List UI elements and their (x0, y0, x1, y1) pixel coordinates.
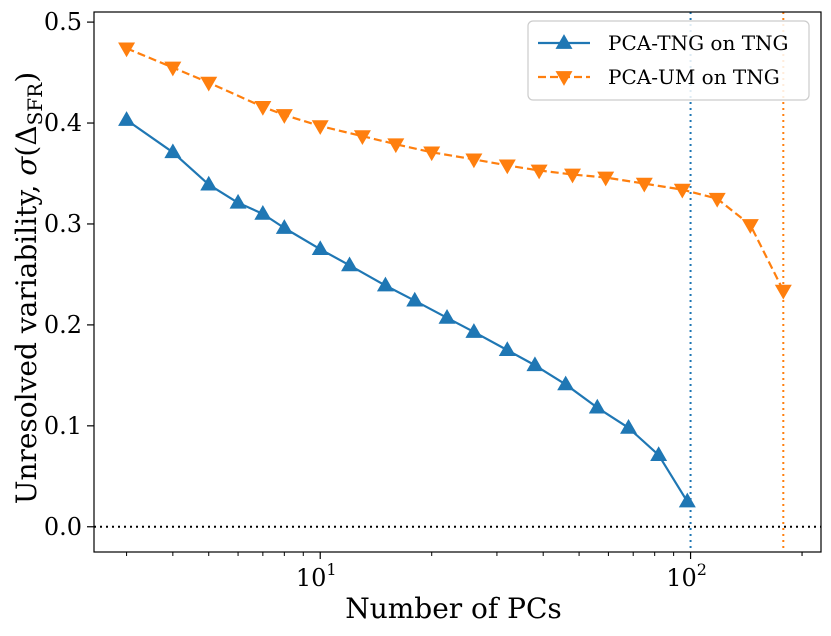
data-point-marker (254, 101, 272, 116)
legend-marker (555, 71, 573, 86)
data-point-marker (498, 159, 516, 175)
y-axis-label-text: Unresolved variability, (10, 176, 43, 504)
data-point-marker (557, 375, 575, 391)
y-axis-label-close: ) (10, 72, 43, 83)
data-point-marker (254, 205, 272, 220)
y-tick-label: 0.3 (44, 210, 82, 238)
y-axis-label-sigma: σ (10, 156, 43, 176)
data-point-marker (673, 183, 691, 199)
x-tick-label-exponent: 1 (326, 560, 336, 579)
data-point-marker (406, 291, 424, 307)
data-point-marker (341, 256, 359, 272)
data-point-marker (118, 111, 136, 126)
data-point-marker (588, 398, 606, 414)
data-point-marker (229, 193, 247, 209)
y-axis-label: Unresolved variability, σ(ΔSFR) (10, 72, 47, 504)
data-point-marker (311, 240, 329, 256)
data-point-marker (741, 219, 759, 234)
data-point-marker (678, 492, 696, 508)
legend-label: PCA-UM on TNG (608, 65, 780, 89)
y-tick-label: 0.2 (44, 311, 82, 339)
series-pca-um (118, 42, 792, 300)
data-point-marker (774, 284, 792, 300)
data-point-marker (597, 171, 615, 187)
data-point-marker (465, 153, 483, 169)
data-point-marker (200, 76, 218, 92)
legend-box (527, 20, 810, 101)
data-point-marker (530, 164, 548, 180)
data-point-marker (275, 219, 293, 234)
legend: PCA-TNG on TNG PCA-UM on TNG (527, 20, 810, 101)
data-point-marker (311, 120, 329, 135)
data-point-marker (200, 175, 218, 191)
data-point-marker (635, 177, 653, 193)
data-point-marker (275, 109, 293, 124)
data-point-marker (708, 192, 726, 208)
axes-frame (93, 11, 822, 553)
data-point-marker (164, 61, 182, 77)
data-point-marker (164, 143, 182, 159)
y-axis-label-subscript: SFR (23, 82, 47, 126)
data-point-marker (650, 446, 668, 461)
data-point-marker (118, 42, 136, 58)
data-point-marker (526, 356, 544, 372)
legend-label: PCA-TNG on TNG (608, 31, 789, 55)
data-point-marker (438, 308, 456, 324)
y-tick-label: 0.1 (44, 412, 82, 440)
series-pca-tng (118, 111, 696, 508)
x-tick-label-exponent: 2 (697, 560, 707, 579)
y-tick-label: 0.4 (44, 109, 82, 137)
data-point-marker (620, 418, 638, 434)
y-axis-label-open: (Δ (10, 125, 43, 156)
legend-marker (555, 34, 573, 49)
data-point-marker (423, 146, 441, 162)
data-point-marker (498, 341, 516, 356)
data-point-marker (564, 168, 582, 184)
data-point-marker (353, 130, 371, 146)
plot-area (94, 12, 821, 552)
y-tick-label: 0.5 (44, 8, 82, 36)
x-axis-label: Number of PCs (345, 592, 562, 625)
y-tick-label: 0.0 (44, 513, 82, 541)
data-point-marker (465, 323, 483, 338)
data-point-marker (387, 138, 405, 154)
data-point-marker (376, 276, 394, 292)
